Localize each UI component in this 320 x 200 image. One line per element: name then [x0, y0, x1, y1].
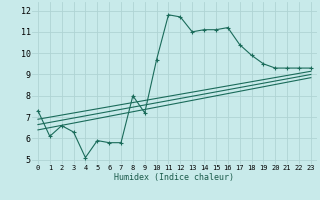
X-axis label: Humidex (Indice chaleur): Humidex (Indice chaleur): [115, 173, 234, 182]
